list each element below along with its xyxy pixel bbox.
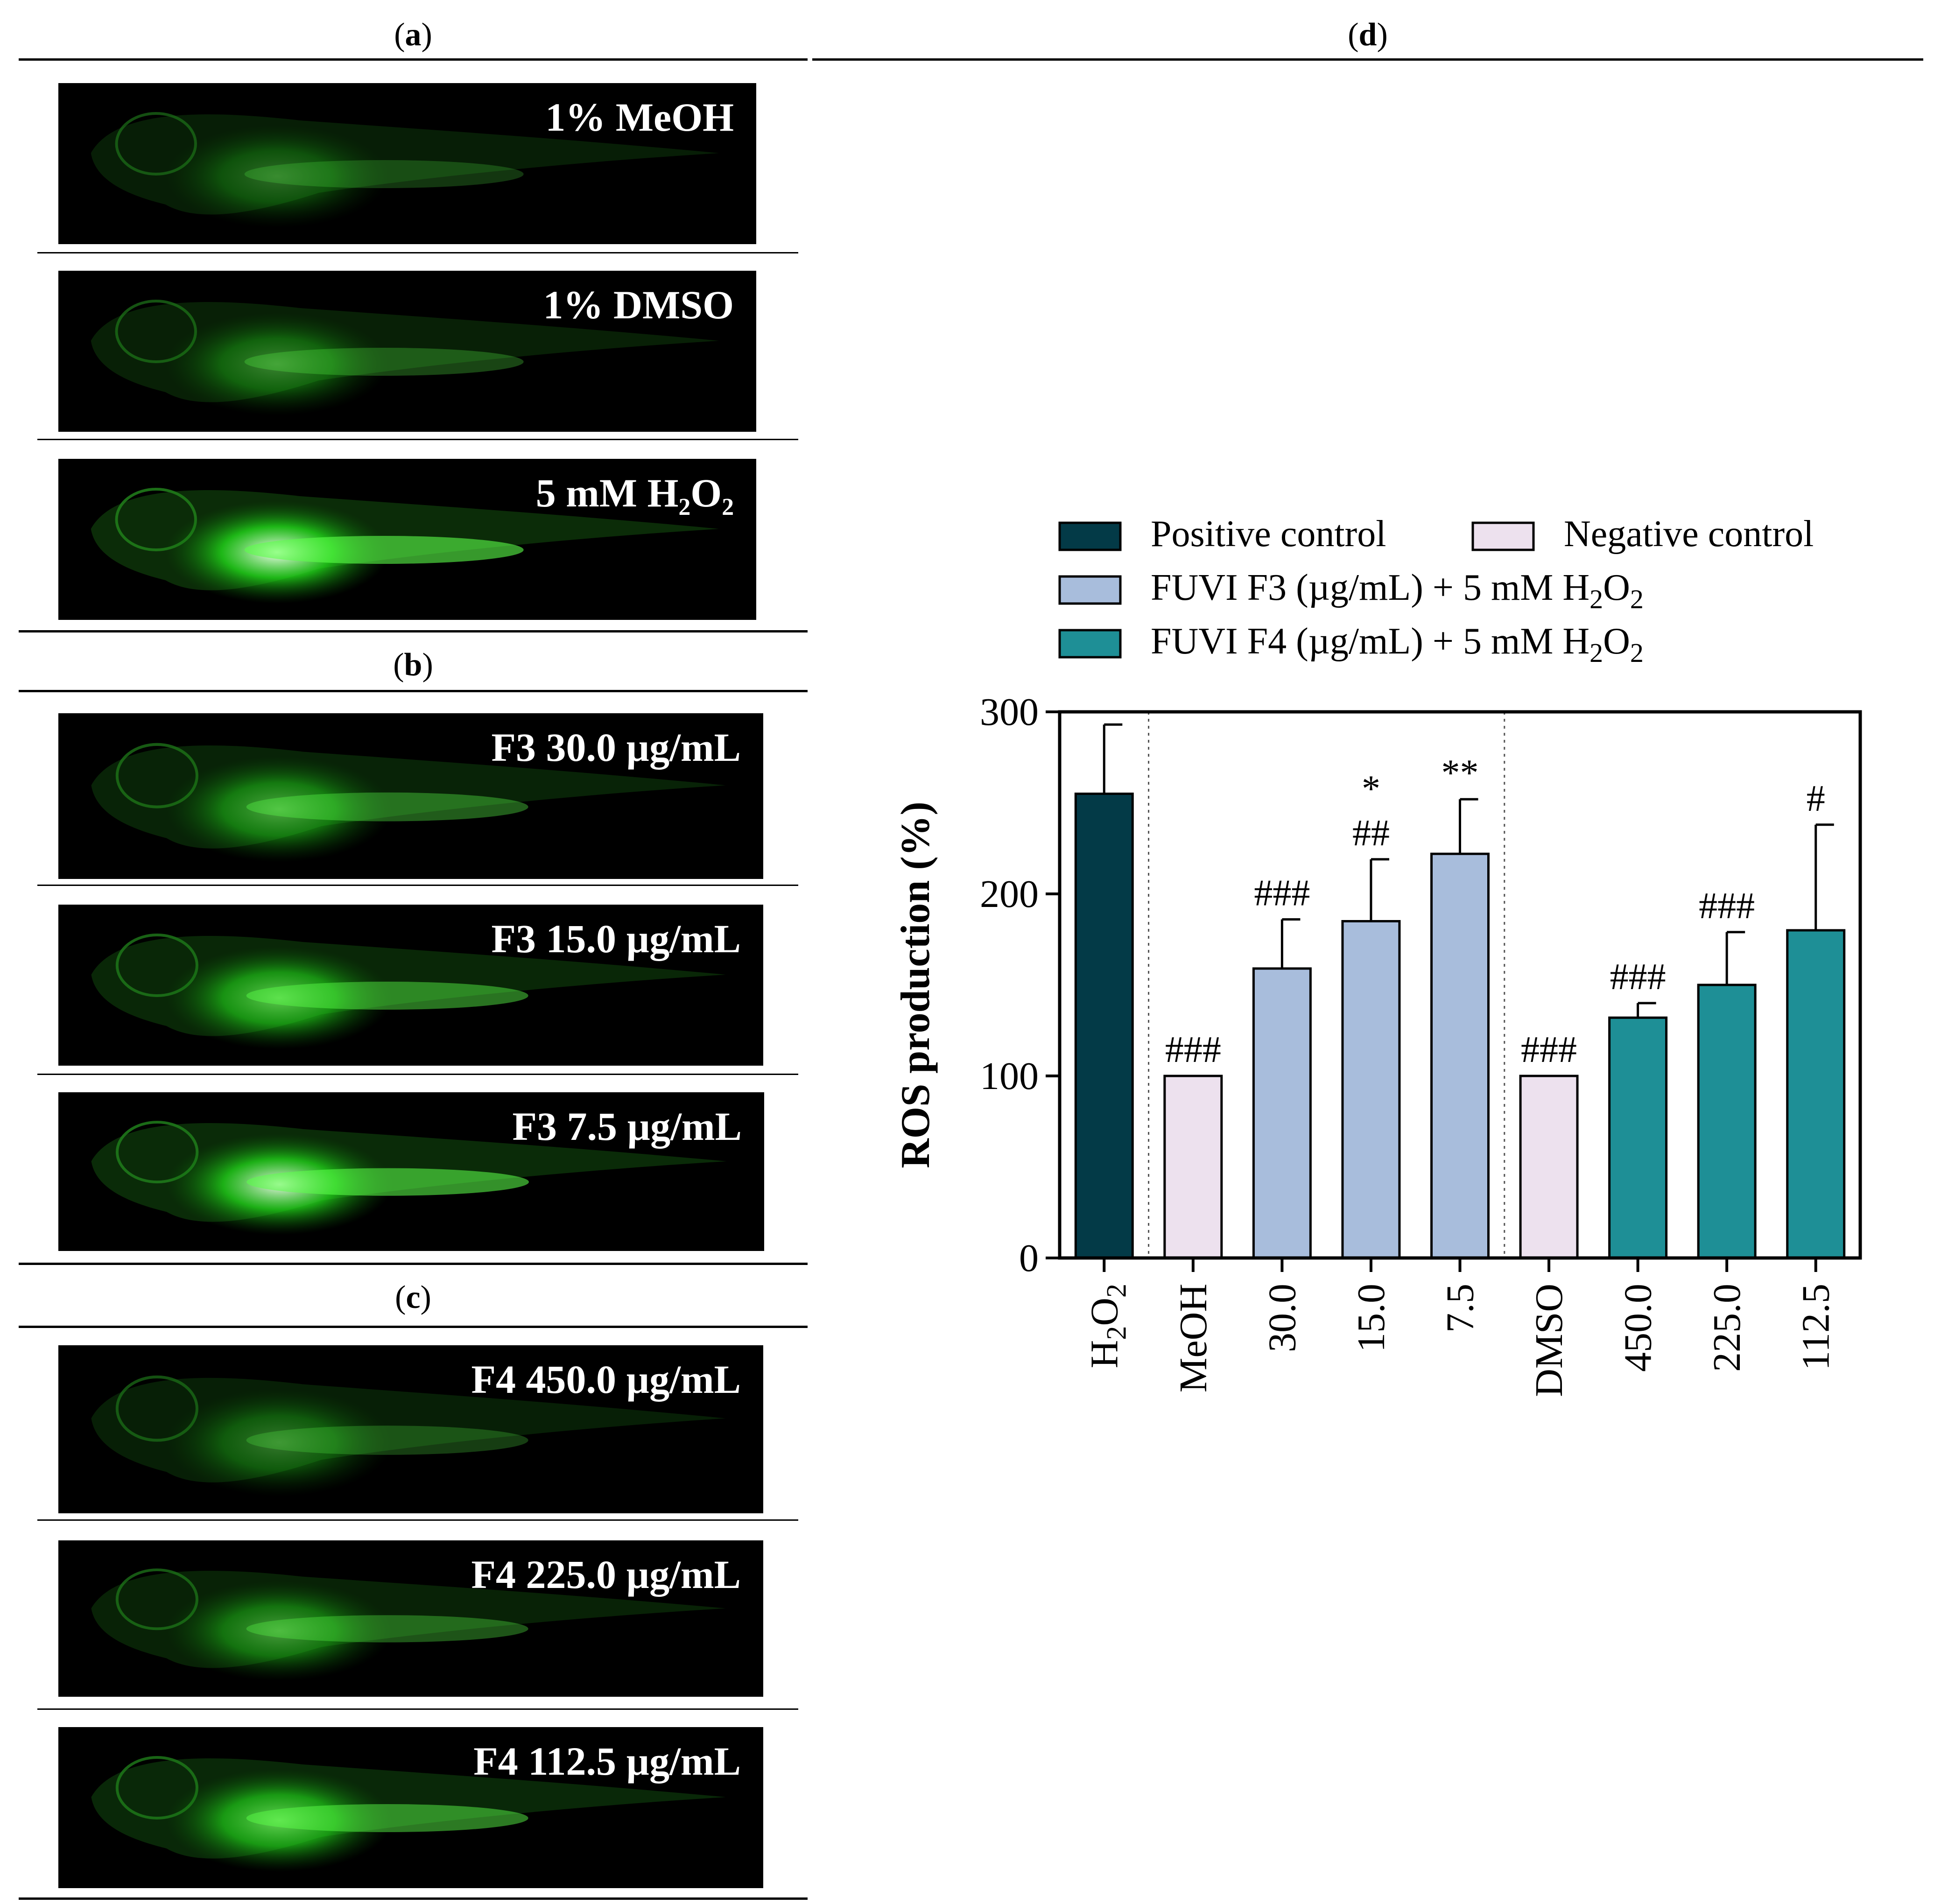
bar [1252,967,1312,1259]
fish-gut-glow [244,160,524,188]
legend-swatch [1058,629,1122,659]
rule [19,1263,808,1265]
y-axis-label: ROS production (%) [893,801,938,1168]
bar [1519,1075,1579,1259]
fish-label: F4 112.5 µg/mL [473,1739,741,1784]
legend-swatch [1058,521,1122,551]
fish-gut-glow [246,982,528,1010]
fish-label: F3 30.0 µg/mL [491,725,741,770]
ros-bar-chart: Positive control Negative control FUVI F3 … [893,513,1862,1397]
fish-gut-glow [244,536,524,564]
x-tick-label: 112.5 [1794,1284,1838,1370]
significance-annotation: ** [1442,752,1479,794]
legend-label: FUVI F4 (µg/mL) + 5 mM H2O2 [1151,621,1644,668]
rule [19,58,808,61]
fish-label: F3 15.0 µg/mL [491,916,741,961]
rule [37,1519,798,1521]
significance-annotation: # [1807,778,1825,819]
fish-yolk-glow [165,313,389,415]
rule [37,1708,798,1710]
bar [1786,929,1846,1259]
panel-label-d: (d) [1348,17,1388,53]
legend-swatch [1471,521,1535,551]
rule [812,58,1923,61]
bar [1074,793,1134,1259]
fish-gut-glow [246,1168,529,1196]
x-tick-label: 30.0 [1260,1284,1304,1352]
fish-image-f4-225: F4 225.0 µg/mL [58,1540,763,1697]
legend-swatch [1058,575,1122,605]
y-tick-label: 100 [980,1054,1039,1098]
fish-yolk-glow [166,1389,392,1497]
fish-yolk-glow [166,756,392,862]
significance-annotation: ### [1254,873,1310,914]
fish-gut-glow [244,348,524,376]
fish-image-f3-30: F3 30.0 µg/mL [58,713,763,879]
fish-gut-glow [246,1804,528,1832]
fish-gut-glow [246,1615,528,1643]
x-tick-label: 15.0 [1350,1284,1393,1352]
bar [1430,852,1490,1259]
fish-yolk-glow [166,947,392,1049]
fish-gut-glow [246,792,528,822]
fish-image-f3-7-5: F3 7.5 µg/mL [58,1092,764,1251]
fish-image-f3-15: F3 15.0 µg/mL [58,905,763,1066]
significance-annotation: * [1362,768,1380,809]
x-tick-label: 225.0 [1705,1284,1749,1372]
fish-label: F4 225.0 µg/mL [471,1552,741,1597]
fish-label: F4 450.0 µg/mL [471,1357,741,1402]
fish-label: 1% DMSO [543,282,734,327]
rule [19,690,808,692]
rule [19,1326,808,1328]
legend-label: FUVI F3 (µg/mL) + 5 mM H2O2 [1151,567,1644,614]
fish-image-dmso: 1% DMSO [58,271,756,432]
y-tick-label: 200 [980,872,1039,916]
legend-label: Negative control [1564,513,1814,555]
fish-label: 1% MeOH [545,95,734,140]
rule [19,1897,808,1900]
x-tick-label: 7.5 [1439,1284,1482,1333]
bar [1697,984,1757,1259]
fish-yolk-glow [166,1769,392,1872]
fish-image-f4-450: F4 450.0 µg/mL [58,1345,763,1513]
x-tick-label: MeOH [1172,1284,1215,1392]
bar [1341,920,1401,1259]
rule [37,252,798,253]
significance-annotation: ### [1165,1029,1221,1070]
fish-image-meoh: 1% MeOH [58,83,756,244]
y-tick-label: 0 [1019,1237,1039,1280]
panel-label-a: (a) [394,17,432,53]
significance-annotation: ### [1699,885,1755,927]
rule [37,885,798,886]
y-tick-label: 300 [980,690,1039,734]
legend-label: Positive control [1151,513,1386,555]
x-tick-label: DMSO [1527,1284,1571,1397]
plot-frame [1058,710,1862,1260]
rule [37,1074,798,1075]
significance-annotation: ### [1610,956,1666,998]
panel-label-c: (c) [395,1279,431,1315]
bar [1163,1075,1223,1259]
x-tick-label: 450.0 [1617,1284,1660,1372]
significance-annotation: ### [1521,1029,1577,1070]
rule [37,439,798,440]
fish-yolk-glow [165,125,389,228]
x-tick-label: H2O2 [1083,1284,1132,1368]
fish-label: 5 mM H2O2 [535,471,734,521]
panel-label-b: (b) [393,647,433,683]
significance-annotation: ## [1352,813,1390,854]
fish-image-h2o2: 5 mM H2O2 [58,459,756,620]
fish-label: F3 7.5 µg/mL [512,1104,742,1149]
rule [19,630,808,632]
fish-gut-glow [246,1426,528,1455]
bar [1608,1016,1668,1259]
fish-image-f4-112-5: F4 112.5 µg/mL [58,1727,763,1888]
fish-yolk-glow [166,1581,392,1681]
